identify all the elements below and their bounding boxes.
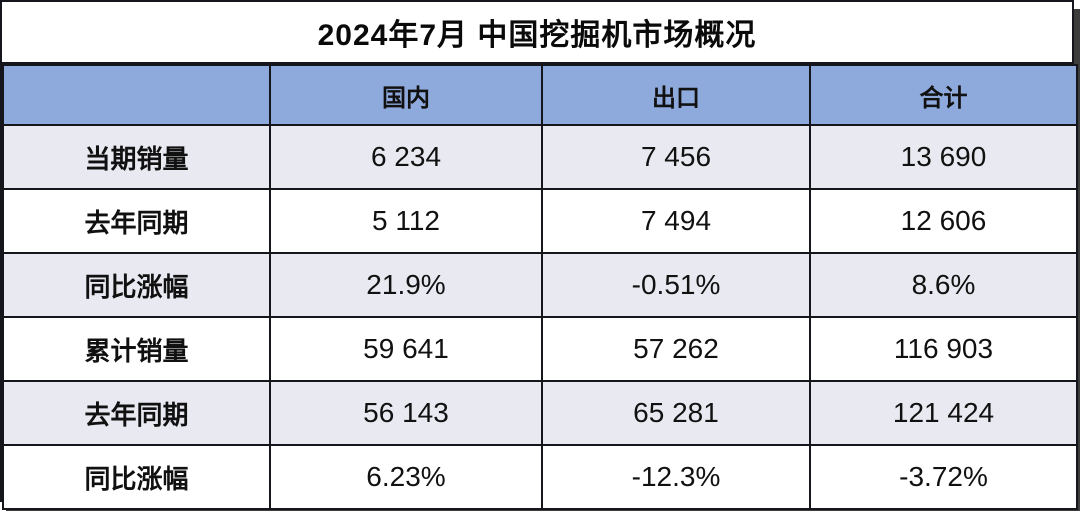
table-row: 去年同期 56 143 65 281 121 424	[2, 380, 1078, 446]
row-label: 去年同期	[2, 380, 271, 446]
cell-total: 116 903	[809, 316, 1078, 382]
cell-domestic: 21.9%	[269, 252, 543, 318]
header-row: 国内 出口 合计	[2, 64, 1078, 126]
table-body: 当期销量 6 234 7 456 13 690 去年同期 5 112 7 494…	[2, 124, 1078, 510]
row-label: 当期销量	[2, 124, 271, 190]
table-row: 当期销量 6 234 7 456 13 690	[2, 124, 1078, 190]
cell-total: 13 690	[809, 124, 1078, 190]
cell-export: -12.3%	[541, 444, 811, 510]
cell-export: 57 262	[541, 316, 811, 382]
cell-export: -0.51%	[541, 252, 811, 318]
cell-total: -3.72%	[809, 444, 1078, 510]
cell-domestic: 59 641	[269, 316, 543, 382]
cell-export: 7 494	[541, 188, 811, 254]
table-row: 去年同期 5 112 7 494 12 606	[2, 188, 1078, 254]
header-cell-empty	[2, 64, 271, 126]
header-cell: 出口	[541, 64, 811, 126]
cell-export: 65 281	[541, 380, 811, 446]
table-row: 同比涨幅 21.9% -0.51% 8.6%	[2, 252, 1078, 318]
table-row: 同比涨幅 6.23% -12.3% -3.72%	[2, 444, 1078, 510]
excavator-market-table: 国内 出口 合计 当期销量 6 234 7 456 13 690 去年同期 5 11…	[2, 64, 1078, 510]
table-header: 国内 出口 合计	[2, 64, 1078, 126]
row-label: 累计销量	[2, 316, 271, 382]
header-cell: 合计	[809, 64, 1078, 126]
row-label: 同比涨幅	[2, 252, 271, 318]
row-label: 去年同期	[2, 188, 271, 254]
header-cell: 国内	[269, 64, 543, 126]
cell-domestic: 5 112	[269, 188, 543, 254]
cell-domestic: 6.23%	[269, 444, 543, 510]
cell-domestic: 6 234	[269, 124, 543, 190]
cell-total: 8.6%	[809, 252, 1078, 318]
table-title: 2024年7月 中国挖掘机市场概况	[2, 2, 1072, 64]
table-row: 累计销量 59 641 57 262 116 903	[2, 316, 1078, 382]
row-label: 同比涨幅	[2, 444, 271, 510]
cell-export: 7 456	[541, 124, 811, 190]
cell-total: 12 606	[809, 188, 1078, 254]
cell-domestic: 56 143	[269, 380, 543, 446]
cell-total: 121 424	[809, 380, 1078, 446]
